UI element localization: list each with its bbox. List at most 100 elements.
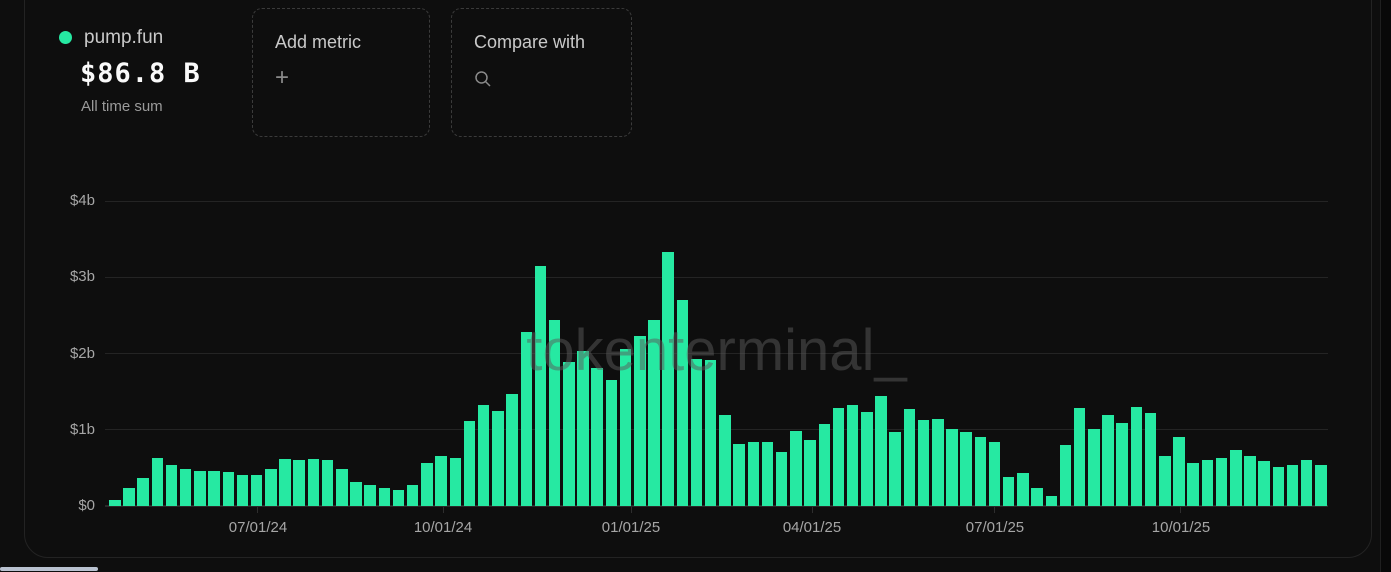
bar[interactable]	[449, 458, 462, 506]
bar[interactable]	[548, 320, 561, 506]
bar[interactable]	[875, 396, 887, 506]
bar[interactable]	[1159, 455, 1171, 506]
bar[interactable]	[222, 472, 235, 506]
bar[interactable]	[761, 442, 774, 506]
bar[interactable]	[1272, 467, 1285, 506]
bar[interactable]	[1315, 464, 1327, 506]
bar[interactable]	[350, 482, 362, 506]
bar[interactable]	[917, 419, 930, 506]
bar[interactable]	[336, 468, 348, 506]
add-metric-button[interactable]: Add metric +	[252, 8, 430, 137]
bar[interactable]	[392, 490, 405, 506]
bar[interactable]	[1230, 450, 1242, 506]
bar[interactable]	[137, 477, 149, 506]
bar[interactable]	[1187, 463, 1199, 506]
bar[interactable]	[307, 458, 320, 506]
bar[interactable]	[477, 405, 490, 506]
bar[interactable]	[250, 474, 263, 506]
bar[interactable]	[634, 336, 646, 506]
bar[interactable]	[123, 487, 135, 506]
bar[interactable]	[960, 432, 972, 506]
x-tick-mark	[630, 506, 632, 513]
bar[interactable]	[179, 468, 192, 506]
bar[interactable]	[1059, 445, 1072, 506]
bar[interactable]	[818, 423, 830, 506]
bar[interactable]	[690, 358, 703, 506]
bar[interactable]	[1244, 456, 1256, 506]
bar[interactable]	[619, 349, 632, 506]
bar[interactable]	[534, 265, 547, 506]
bar[interactable]	[1286, 464, 1299, 506]
bar[interactable]	[1017, 473, 1029, 506]
bar[interactable]	[903, 409, 916, 506]
bar[interactable]	[932, 419, 944, 506]
bar[interactable]	[790, 430, 802, 506]
x-tick-label: 01/01/25	[601, 519, 661, 536]
bar[interactable]	[804, 440, 816, 506]
bar[interactable]	[421, 462, 433, 506]
bar[interactable]	[676, 299, 689, 506]
bar[interactable]	[974, 437, 987, 506]
bar[interactable]	[733, 444, 745, 506]
bar[interactable]	[279, 458, 291, 506]
bar[interactable]	[648, 320, 660, 506]
bar[interactable]	[1088, 429, 1100, 506]
bar[interactable]	[747, 442, 760, 506]
bar[interactable]	[988, 442, 1001, 506]
bar[interactable]	[1130, 406, 1143, 506]
bar[interactable]	[463, 421, 476, 506]
bar[interactable]	[563, 361, 575, 506]
bar[interactable]	[208, 470, 220, 506]
bar[interactable]	[109, 499, 121, 506]
bar[interactable]	[321, 460, 334, 506]
bar[interactable]	[946, 429, 958, 506]
bar[interactable]	[165, 464, 178, 506]
bar[interactable]	[236, 474, 249, 506]
bar[interactable]	[520, 332, 532, 506]
bar[interactable]	[1045, 496, 1058, 506]
x-tick-mark	[442, 506, 444, 513]
bar[interactable]	[492, 410, 504, 506]
bar[interactable]	[861, 411, 873, 506]
bar[interactable]	[704, 360, 717, 506]
right-divider	[1380, 0, 1381, 572]
bar[interactable]	[591, 368, 603, 506]
bar[interactable]	[378, 487, 391, 506]
horizontal-scrollbar-thumb[interactable]	[0, 567, 98, 571]
bar[interactable]	[719, 415, 731, 506]
x-tick-mark	[1180, 506, 1182, 513]
bar[interactable]	[1258, 461, 1270, 506]
bar[interactable]	[1300, 460, 1313, 506]
bar[interactable]	[1002, 477, 1015, 506]
bar[interactable]	[1173, 437, 1185, 506]
bar[interactable]	[889, 432, 901, 506]
y-tick-label: $4b	[69, 192, 95, 210]
y-tick-label: $1b	[69, 420, 95, 438]
x-tick-label: 10/01/24	[413, 519, 473, 536]
bar[interactable]	[1102, 414, 1114, 506]
bar[interactable]	[364, 485, 376, 506]
bar[interactable]	[1116, 422, 1128, 506]
bar[interactable]	[662, 251, 674, 506]
gridline-$1b	[105, 429, 1328, 431]
bar[interactable]	[506, 394, 518, 506]
plot-area[interactable]	[105, 200, 1328, 507]
bar[interactable]	[1201, 460, 1214, 506]
bar[interactable]	[194, 470, 206, 506]
bar[interactable]	[846, 404, 859, 506]
bar[interactable]	[1031, 487, 1043, 506]
bar[interactable]	[265, 469, 277, 506]
bar[interactable]	[1073, 408, 1086, 506]
bar[interactable]	[775, 451, 788, 506]
bar[interactable]	[293, 460, 305, 506]
bar[interactable]	[1144, 413, 1157, 506]
bar[interactable]	[1215, 458, 1228, 506]
bar[interactable]	[605, 380, 618, 506]
bar[interactable]	[435, 455, 447, 506]
bar[interactable]	[577, 350, 589, 506]
compare-with-button[interactable]: Compare with	[451, 8, 632, 137]
bar[interactable]	[832, 407, 845, 506]
bar[interactable]	[406, 485, 419, 506]
y-tick-label: $2b	[69, 344, 95, 362]
bar[interactable]	[151, 458, 164, 506]
